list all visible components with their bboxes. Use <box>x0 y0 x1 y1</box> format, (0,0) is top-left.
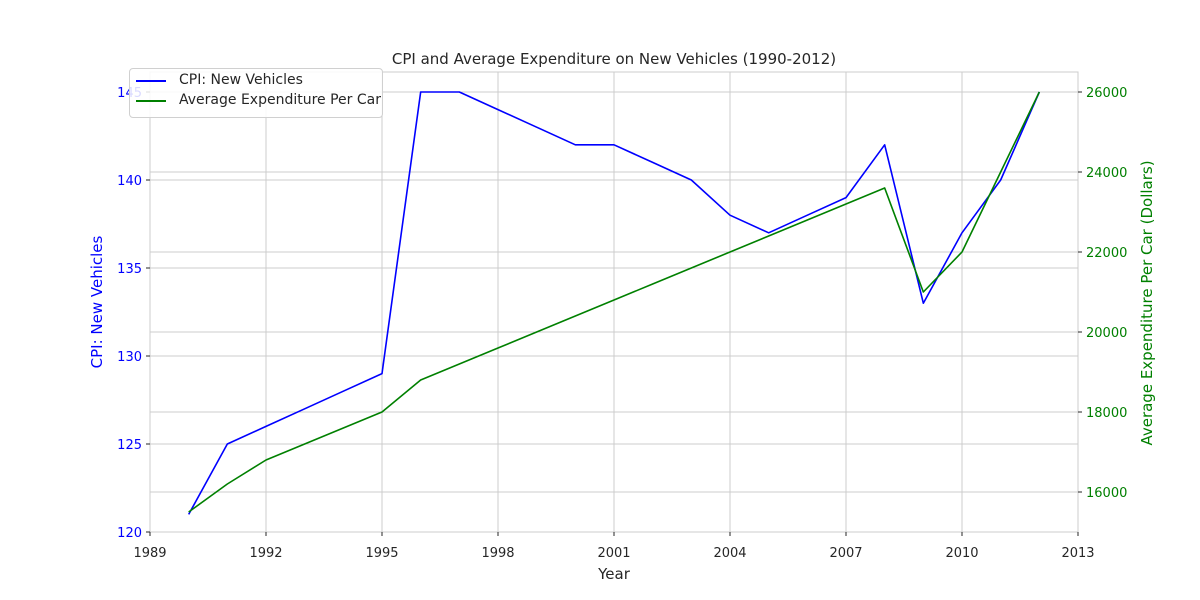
axes: 1989 1992 1995 1998 2001 2004 2007 2010 2013 120 1… <box>117 86 1127 561</box>
legend-entry-expenditure: Average Expenditure Per Car <box>130 91 382 111</box>
left-y-tick-label: 135 <box>117 262 142 277</box>
legend-swatch-cpi <box>136 80 166 82</box>
right-y-tick-label: 24000 <box>1086 166 1127 181</box>
x-tick-label: 2001 <box>597 546 630 561</box>
right-y-tick-label: 18000 <box>1086 406 1127 421</box>
x-tick-label: 1992 <box>249 546 282 561</box>
legend-swatch-expenditure <box>136 100 166 102</box>
chart-title: CPI and Average Expenditure on New Vehic… <box>392 50 836 68</box>
series-line-cpi <box>187 91 1041 515</box>
left-y-axis-label: CPI: New Vehicles <box>88 235 106 368</box>
grid <box>149 72 1079 533</box>
x-tick-label: 1995 <box>365 546 398 561</box>
left-y-tick-label: 140 <box>117 174 142 189</box>
right-y-tick-label: 26000 <box>1086 86 1127 101</box>
x-tick-label: 2007 <box>829 546 862 561</box>
series-line-expenditure <box>188 91 1041 513</box>
x-tick-label: 2013 <box>1061 546 1094 561</box>
series-lines <box>187 91 1041 515</box>
right-y-tick-label: 20000 <box>1086 326 1127 341</box>
right-y-axis-label: Average Expenditure Per Car (Dollars) <box>1138 160 1156 445</box>
x-tick-label: 1989 <box>133 546 166 561</box>
legend-label-cpi: CPI: New Vehicles <box>179 72 303 88</box>
legend: CPI: New Vehicles Average Expenditure Pe… <box>129 68 383 118</box>
x-tick-label: 2004 <box>713 546 746 561</box>
x-tick-label: 2010 <box>945 546 978 561</box>
right-y-tick-label: 16000 <box>1086 486 1127 501</box>
legend-entry-cpi: CPI: New Vehicles <box>130 71 382 91</box>
x-tick-label: 1998 <box>481 546 514 561</box>
left-y-tick-label: 130 <box>117 350 142 365</box>
right-y-tick-label: 22000 <box>1086 246 1127 261</box>
x-axis-label: Year <box>597 565 631 583</box>
legend-label-expenditure: Average Expenditure Per Car <box>179 92 381 108</box>
left-y-tick-label: 125 <box>117 438 142 453</box>
left-y-tick-label: 120 <box>117 526 142 541</box>
